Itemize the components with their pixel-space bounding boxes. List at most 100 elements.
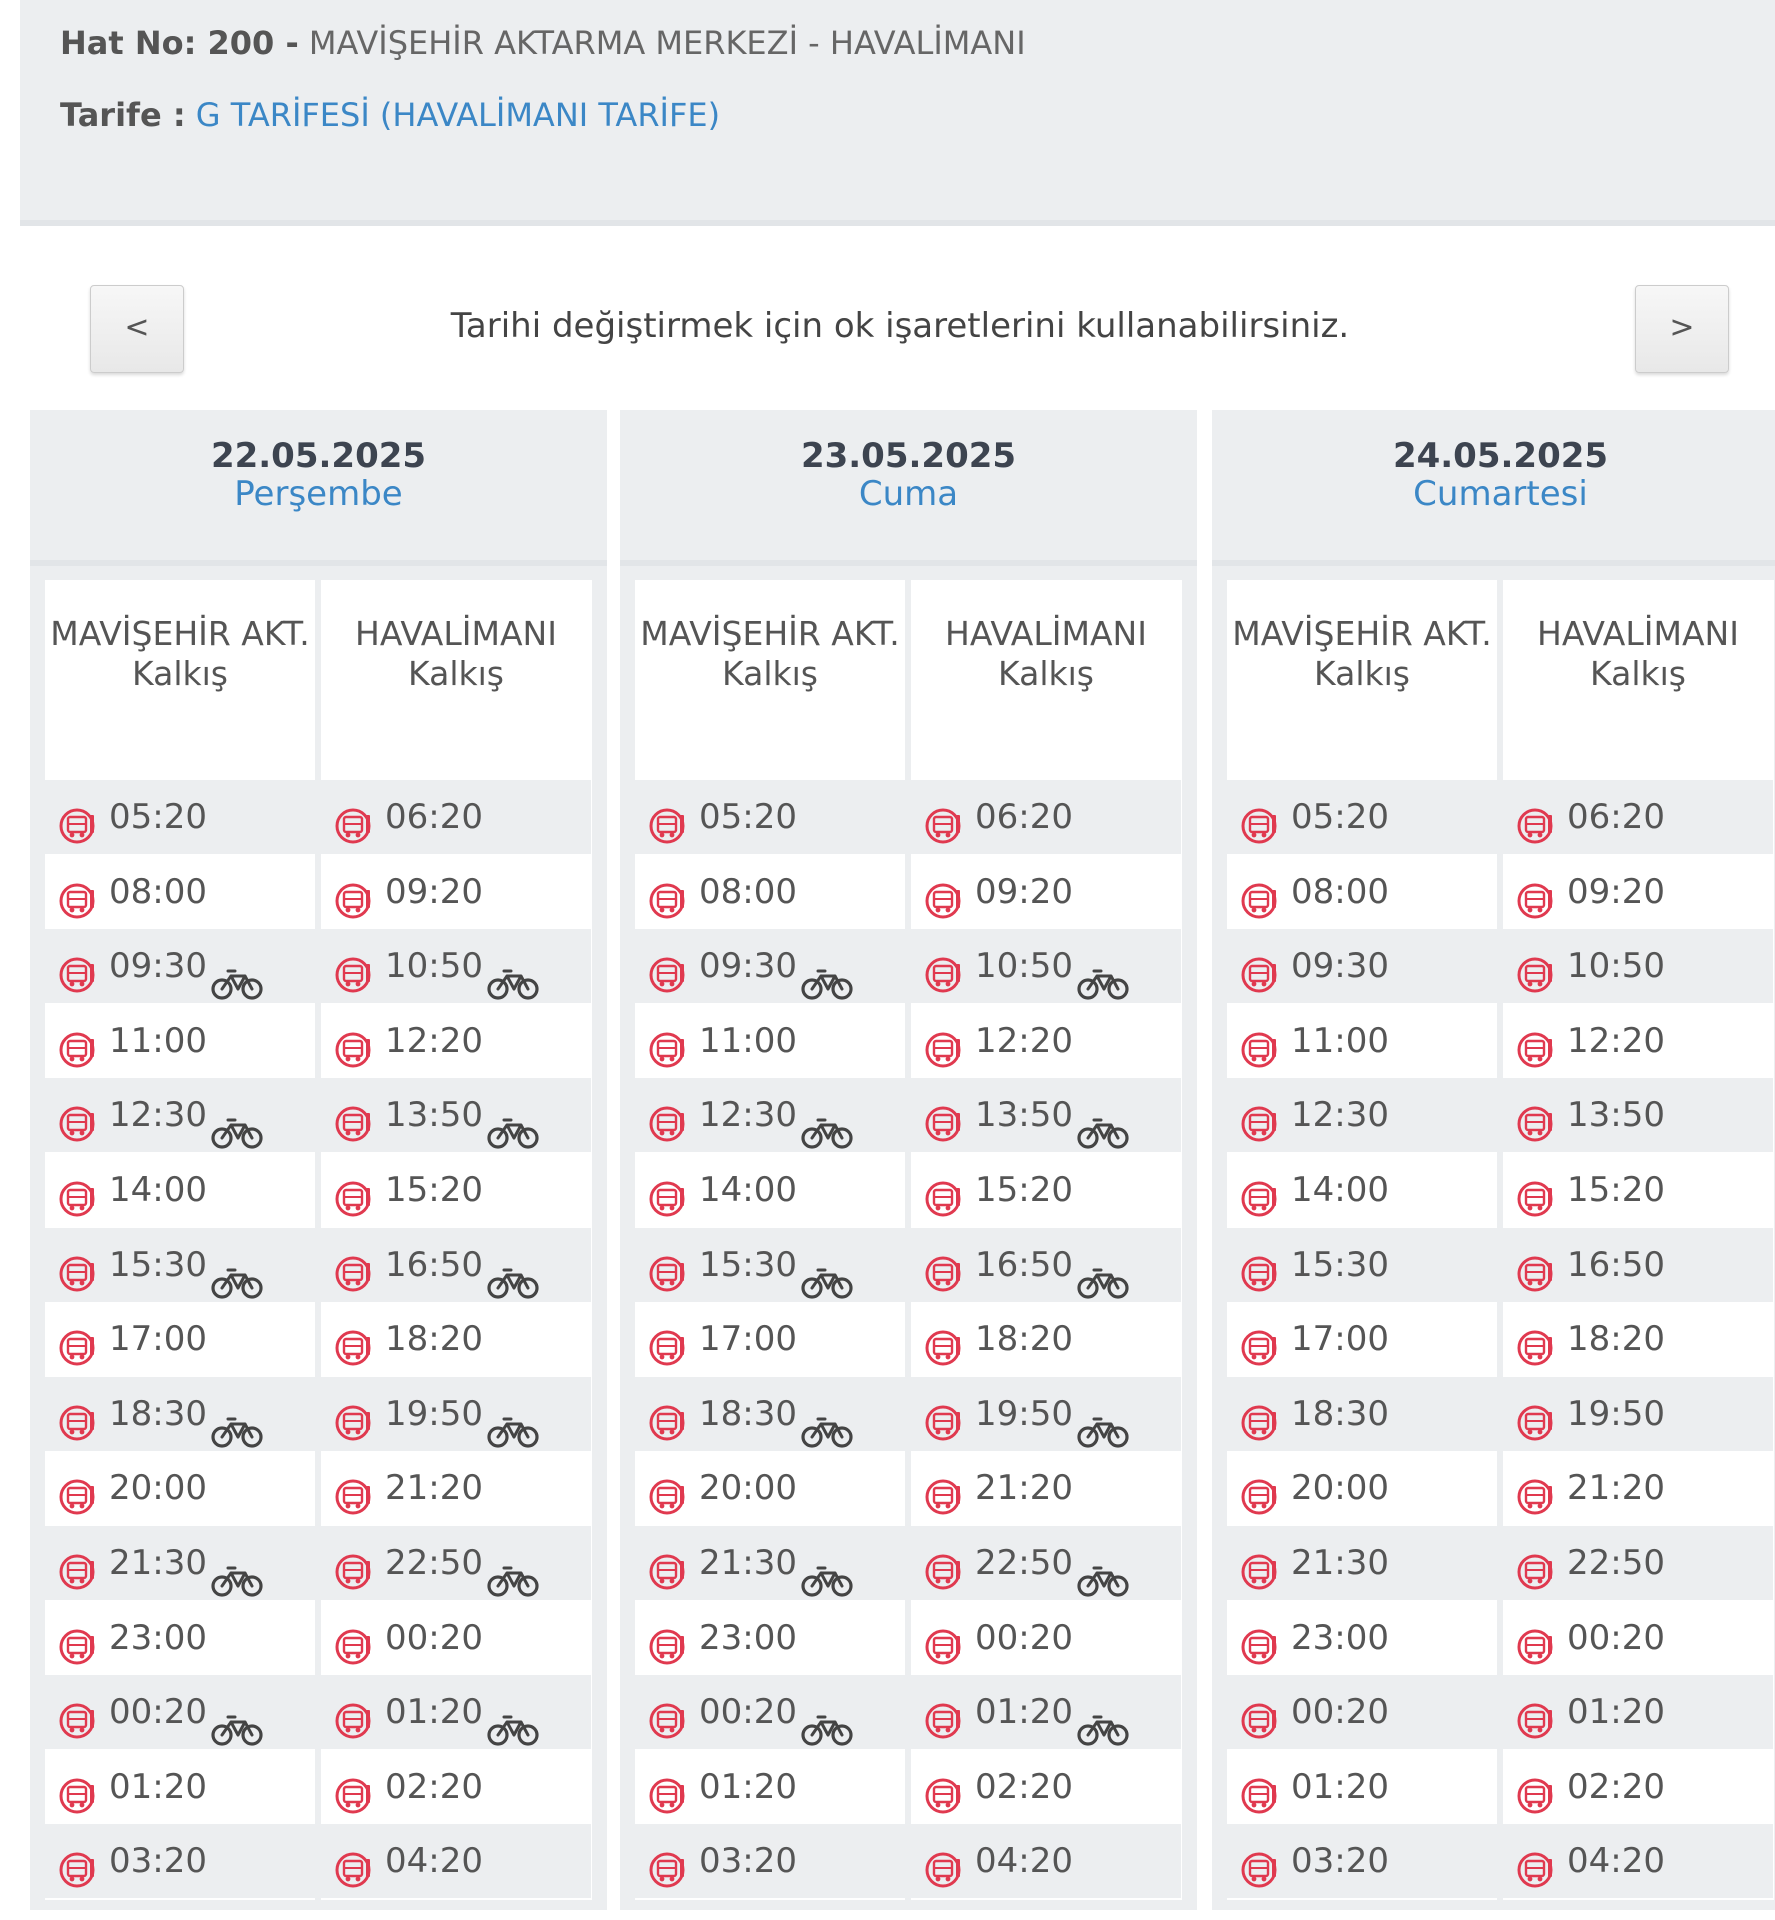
departure-row: 18:20 [1503, 1302, 1773, 1377]
bus-accessible-icon [1239, 1469, 1279, 1515]
bicycle-icon [487, 1401, 539, 1448]
column-header-havalimani: HAVALİMANI Kalkış [911, 580, 1181, 780]
departure-time: 06:20 [1567, 797, 1665, 837]
bus-accessible-icon [647, 1395, 687, 1441]
departure-row: 16:50 [321, 1227, 591, 1302]
bus-accessible-icon [647, 1544, 687, 1590]
departure-row: 15:20 [911, 1153, 1181, 1227]
departure-time: 01:20 [109, 1766, 207, 1807]
day-header: 22.05.2025 Perşembe [30, 410, 607, 566]
departure-time: 13:50 [1567, 1095, 1665, 1136]
line-number-label: Hat No: 200 - [60, 24, 299, 62]
bus-accessible-icon [647, 1096, 687, 1142]
bicycle-icon [801, 953, 853, 1000]
departure-time: 03:20 [109, 1841, 207, 1882]
day-weekday: Cumartesi [1413, 474, 1588, 514]
departure-row: 10:50 [321, 929, 591, 1004]
column-header-mavisehir: MAVİŞEHİR AKT. Kalkış [1227, 580, 1497, 780]
bicycle-icon [1077, 1699, 1129, 1746]
bicycle-icon [801, 1252, 853, 1299]
departure-time: 09:20 [385, 871, 483, 912]
departure-time: 11:00 [699, 1020, 797, 1061]
bus-accessible-icon [647, 1022, 687, 1068]
departure-row: 18:30 [635, 1376, 905, 1451]
day-timetable-panel: MAVİŞEHİR AKT. Kalkış 05:20 08:00 09:30 11:… [30, 566, 607, 1910]
bicycle-icon [211, 1699, 263, 1746]
departure-time: 12:30 [699, 1095, 797, 1136]
departure-row: 03:20 [635, 1824, 905, 1899]
departure-time: 23:00 [1291, 1617, 1389, 1658]
bus-accessible-icon [923, 1096, 963, 1142]
bus-accessible-icon [333, 1842, 373, 1888]
departure-row: 05:20 [635, 780, 905, 854]
bus-accessible-icon [1239, 947, 1279, 993]
departure-time: 18:20 [1567, 1319, 1665, 1360]
departure-row: 22:50 [321, 1526, 591, 1600]
bus-accessible-icon [57, 1171, 97, 1217]
departure-time: 21:30 [1291, 1543, 1389, 1583]
bicycle-icon [1077, 1401, 1129, 1448]
bicycle-icon [211, 1550, 263, 1597]
departure-row: 20:00 [635, 1451, 905, 1526]
departure-row: 18:20 [911, 1302, 1181, 1377]
departure-time: 21:20 [1567, 1468, 1665, 1509]
bus-accessible-icon [1515, 1693, 1555, 1739]
departure-row: 16:50 [1503, 1227, 1773, 1302]
departure-row: 10:50 [1503, 929, 1773, 1004]
bus-accessible-icon [1515, 1469, 1555, 1515]
departure-row: 17:00 [635, 1302, 905, 1377]
departure-row: 01:20 [1503, 1675, 1773, 1750]
bus-accessible-icon [923, 873, 963, 919]
departure-row: 13:50 [321, 1078, 591, 1153]
departure-time: 18:20 [975, 1319, 1073, 1360]
bus-accessible-icon [1515, 1395, 1555, 1441]
departure-row: 20:00 [45, 1451, 315, 1526]
departure-row: 16:50 [911, 1227, 1181, 1302]
bus-accessible-icon [1515, 873, 1555, 919]
departure-time: 15:30 [699, 1244, 797, 1285]
day-weekday: Perşembe [234, 474, 403, 514]
tariff-link[interactable]: G TARİFESİ (HAVALİMANI TARİFE) [195, 96, 721, 134]
departure-column-mavisehir: MAVİŞEHİR AKT. Kalkış 05:20 08:00 09:30 11:… [45, 580, 315, 1900]
bus-accessible-icon [1515, 1768, 1555, 1814]
departure-row: 11:00 [45, 1003, 315, 1078]
bus-accessible-icon [923, 1768, 963, 1814]
previous-date-button[interactable]: < [90, 285, 184, 373]
departure-row: 15:30 [1227, 1227, 1497, 1302]
bus-accessible-icon [1515, 1842, 1555, 1888]
departure-time: 06:20 [385, 797, 483, 837]
bus-accessible-icon [1515, 1096, 1555, 1142]
bus-accessible-icon [1239, 798, 1279, 844]
departure-column-havalimani: HAVALİMANI Kalkış 06:20 09:20 10:50 12:20 13… [911, 580, 1181, 1900]
departure-row: 06:20 [1503, 780, 1773, 854]
bus-accessible-icon [333, 1469, 373, 1515]
departure-time: 05:20 [109, 797, 207, 837]
bus-accessible-icon [923, 1320, 963, 1366]
departure-time: 09:30 [1291, 946, 1389, 987]
timetable: MAVİŞEHİR AKT. Kalkış 05:20 08:00 09:30 11:… [635, 580, 1182, 1900]
next-date-button[interactable]: > [1635, 285, 1729, 373]
departure-row: 20:00 [1227, 1451, 1497, 1526]
departure-row: 04:20 [1503, 1824, 1773, 1899]
departure-row: 00:20 [635, 1675, 905, 1750]
bus-accessible-icon [923, 1619, 963, 1665]
bus-accessible-icon [57, 1544, 97, 1590]
bus-accessible-icon [57, 1842, 97, 1888]
bus-accessible-icon [333, 1395, 373, 1441]
departure-time: 00:20 [109, 1692, 207, 1733]
departure-time: 16:50 [1567, 1244, 1665, 1285]
departure-row: 14:00 [1227, 1153, 1497, 1227]
bus-accessible-icon [647, 1619, 687, 1665]
departure-time: 21:30 [699, 1543, 797, 1583]
day-header: 23.05.2025 Cuma [620, 410, 1197, 566]
bus-accessible-icon [57, 1395, 97, 1441]
day-timetable-panel: MAVİŞEHİR AKT. Kalkış 05:20 08:00 09:30 11:… [620, 566, 1197, 1910]
departure-row: 23:00 [1227, 1600, 1497, 1675]
departure-row: 09:20 [1503, 854, 1773, 929]
bus-accessible-icon [1239, 1022, 1279, 1068]
column-divider [905, 580, 911, 1900]
departure-row: 00:20 [911, 1600, 1181, 1675]
bicycle-icon [487, 1550, 539, 1597]
bus-accessible-icon [1239, 1619, 1279, 1665]
departure-time: 17:00 [1291, 1319, 1389, 1360]
